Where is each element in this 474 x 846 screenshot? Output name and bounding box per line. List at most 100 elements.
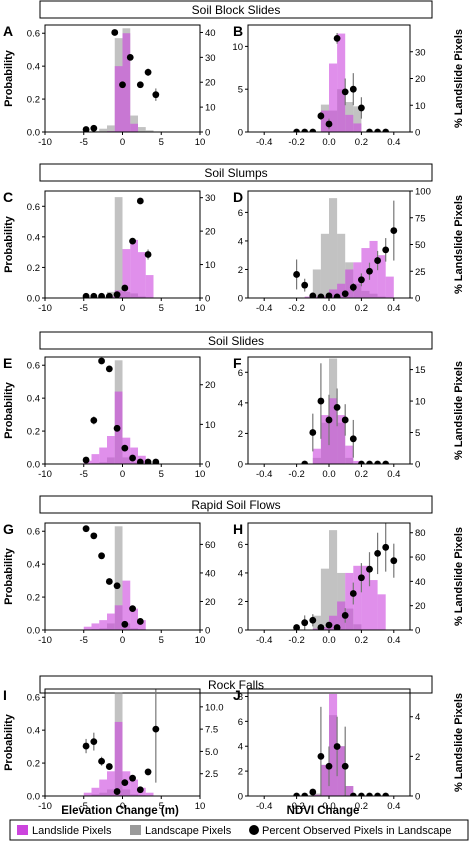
y-tick-label: 2 [238,429,243,440]
x-tick-label: 0.0 [322,635,335,646]
x-tick-label: 5 [159,801,164,812]
landslide-bar [91,787,100,796]
landscape-bar [353,106,362,132]
y-tick-label: 0.4 [27,394,40,405]
y-tick-label: 0 [238,460,243,471]
data-point [136,786,144,794]
x-tick-label: 0 [120,635,125,646]
y2-tick-label: 0 [415,626,420,637]
x-tick-label: 0.4 [387,801,400,812]
y-tick-label: 0.0 [27,626,40,637]
panel-plot-area [293,33,390,132]
data-point [105,763,113,770]
landslide-bar [353,565,362,630]
x-tick-label: 0 [120,469,125,480]
panel-letter: D [233,189,243,205]
data-point [136,618,144,625]
x-tick-label: 0.2 [355,469,368,480]
landslide-bar [122,249,131,298]
data-point [126,53,134,61]
y-tick-label: 0.4 [27,232,40,243]
x-tick-label: 0.4 [387,303,400,314]
y-tick-label: 0.2 [27,95,40,106]
data-point [121,284,129,292]
x-tick-label: 0.4 [387,137,400,148]
y2-tick-label: 100 [415,187,431,198]
landslide-bar [337,33,346,132]
panel-J: -0.4 -0.2 0.0 0.2 0.4 0 2 4 6 8 0 2 4 J % Landslide Pi… [233,687,465,812]
panel-plot-area [82,525,146,630]
data-point [374,460,381,464]
panel-B: -0.4 -0.2 0.0 0.2 0.4 0 5 10 0 10 20 30 B % Landslide… [232,23,465,148]
y2-tick-label: 80 [415,528,426,539]
y-tick-label: 2 [238,265,243,276]
landscape-bar [320,233,329,298]
data-point [333,743,341,750]
y-tick-label: 0.6 [27,202,40,213]
data-point [129,774,136,782]
data-point [349,85,357,93]
y2-tick-label: 0 [205,294,210,305]
data-point [349,283,357,291]
data-point [121,779,129,787]
data-point [333,624,341,630]
row-title-1: Soil Block Slides [192,3,281,17]
landslide-bar [329,615,338,630]
panel-plot-area [82,28,160,132]
landscape-bar [337,233,346,298]
x-tick-label: 10 [195,137,206,148]
landslide-bar [345,786,354,796]
data-point [333,293,341,298]
landslide-bar [91,623,100,630]
legend-marker-points [249,825,259,835]
y-tick-label: 0.4 [27,62,40,73]
x-tick-label: 0.0 [322,137,335,148]
y2-tick-label: 4 [415,712,420,723]
y2-tick-label: 40 [415,577,426,588]
data-point [90,738,98,746]
data-point [382,246,390,254]
landslide-bar [312,448,321,464]
data-point [341,88,349,96]
row-title-3: Soil Slides [208,334,264,348]
y-tick-label: 0 [238,626,243,637]
x-tick-label: 0.4 [387,635,400,646]
data-point [374,792,381,796]
x-tick-label: -0.2 [288,137,304,148]
y-tick-label: 0 [238,128,243,139]
y2-tick-label: 5.0 [205,747,218,758]
landslide-bar [385,276,394,298]
data-point [113,582,121,590]
landslide-bar [312,296,321,298]
panel-D: -0.4 -0.2 0.0 0.2 0.4 0 2 4 6 0 25 50 75 100 D % Landsl… [233,187,465,315]
landscape-bar [114,526,123,630]
landslide-bar [320,627,329,630]
y2-axis-label-landslide-pixels: % Landslide Pixels [453,361,465,460]
data-point [121,620,129,628]
x-tick-label: -0.4 [256,801,272,812]
y-tick-label: 0.0 [27,128,40,139]
landslide-bar [107,613,115,630]
data-point [358,792,365,796]
x-tick-label: -0.2 [288,635,304,646]
y-tick-label: 0.2 [27,759,40,770]
landscape-bar [320,568,329,630]
x-tick-label: 10 [195,469,206,480]
panel-letter: C [3,189,13,205]
y-tick-label: 0 [238,792,243,803]
x-tick-label: 0 [120,137,125,148]
y2-tick-label: 30 [205,193,216,204]
y-tick-label: 6 [238,540,243,551]
y-tick-label: 0.0 [27,792,40,803]
x-tick-label: -5 [80,635,88,646]
y2-tick-label: 30 [205,53,216,64]
x-tick-label: 0.0 [322,469,335,480]
data-point [301,792,309,796]
landscape-bar [329,198,338,298]
data-point [366,460,373,464]
data-point [98,357,105,365]
data-point [325,120,333,128]
y-tick-label: 4 [238,742,243,753]
data-point [317,752,325,760]
landslide-bar [99,620,107,630]
